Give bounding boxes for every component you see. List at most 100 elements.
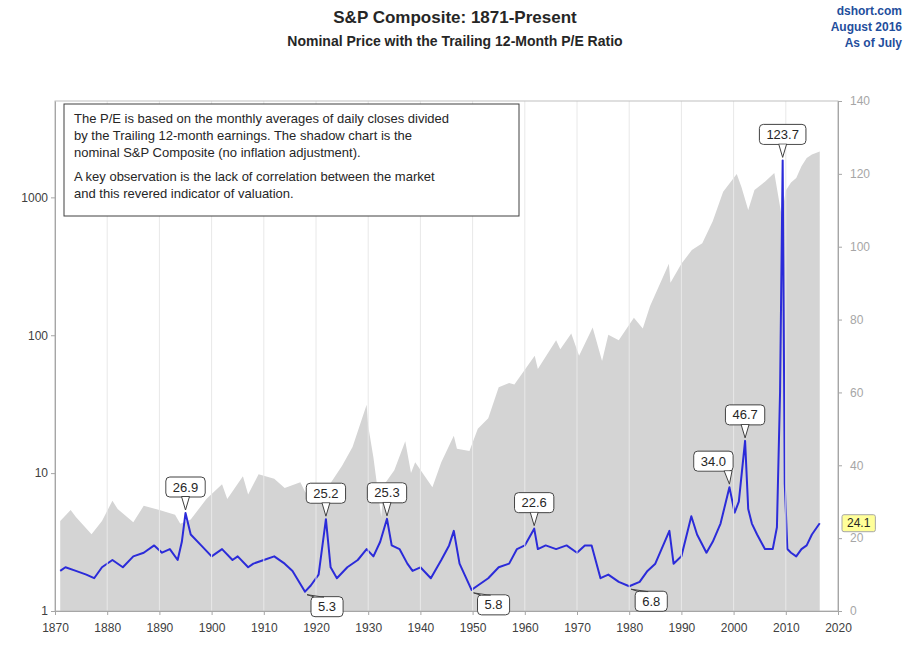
x-axis-tick-mark — [629, 611, 630, 615]
grid — [55, 101, 838, 611]
y-axis-tick: 10 — [35, 466, 55, 480]
annotation-label: 6.8 — [642, 594, 660, 609]
x-axis-tick-label: 2020 — [825, 621, 852, 635]
x-axis-tick-mark — [734, 611, 735, 615]
y2-axis-line — [838, 102, 839, 612]
x-axis-tick-label: 1950 — [460, 621, 487, 635]
x-axis-tick-label: 1980 — [616, 621, 643, 635]
grid-line — [629, 101, 630, 611]
x-axis-tick-mark — [525, 611, 526, 615]
y2-axis-tick-label: 0 — [850, 604, 857, 618]
x-axis: 1870188018901900191019201930194019501960… — [42, 611, 852, 635]
plot-frame — [55, 101, 838, 611]
y-axis-tick-mark — [51, 335, 55, 336]
source-text: As of July — [845, 36, 903, 50]
annotation-box-fill — [167, 478, 204, 496]
y-axis-tick: 1000 — [21, 191, 55, 205]
x-axis-tick-mark — [212, 611, 213, 615]
x-axis-tick: 1980 — [616, 611, 643, 635]
annotation-label: 26.9 — [173, 480, 198, 495]
y-axis-tick: 100 — [28, 329, 55, 343]
y-axis-tick-mark — [51, 197, 55, 198]
last-value-label: 24.1 — [847, 516, 871, 530]
annotation-pointer — [307, 595, 324, 598]
note-text: nominal S&P Composite (no inflation adju… — [74, 145, 361, 160]
x-axis-tick-label: 1880 — [94, 621, 121, 635]
annotation-box — [694, 451, 733, 471]
chart-svg: 1870188018901900191019201930194019501960… — [0, 0, 911, 662]
pe-line — [60, 160, 820, 591]
annotation-box — [166, 477, 205, 497]
annotation-pointer — [182, 497, 190, 511]
annotation-pointer — [779, 144, 787, 158]
annotation-box-fill — [368, 484, 405, 502]
y2-axis-tick: 40 — [838, 459, 864, 473]
annotation-box — [367, 483, 406, 503]
annotation-box — [311, 597, 343, 617]
annotation-box-fill — [516, 494, 553, 512]
x-axis-tick-label: 1920 — [303, 621, 330, 635]
x-axis-tick-mark — [473, 611, 474, 615]
chart-container: 1870188018901900191019201930194019501960… — [0, 0, 911, 662]
y2-axis-tick-label: 140 — [850, 94, 870, 108]
title: S&P Composite: 1871-Present — [333, 8, 577, 27]
y-axis-tick-label: 10 — [35, 466, 49, 480]
grid-line — [733, 101, 734, 611]
annotation-box — [306, 483, 345, 503]
note: The P/E is based on the monthly averages… — [64, 104, 519, 216]
y2-axis-tick-mark — [838, 247, 842, 248]
y-axis-tick-label: 100 — [28, 329, 48, 343]
y-axis-tick-mark — [51, 611, 55, 612]
annotation-pointer — [322, 503, 330, 517]
y2-axis-tick-mark — [838, 538, 842, 539]
x-axis-tick-label: 1910 — [251, 621, 278, 635]
annotation: 25.2 — [306, 483, 345, 516]
x-axis-tick: 2020 — [825, 611, 852, 635]
annotation-label: 34.0 — [701, 454, 726, 469]
x-axis-tick: 1940 — [408, 611, 435, 635]
x-axis-tick: 2010 — [773, 611, 800, 635]
y2-axis-tick-mark — [838, 392, 842, 393]
x-axis-tick-label: 1890 — [147, 621, 174, 635]
x-axis-tick-label: 1990 — [669, 621, 696, 635]
y2-axis-tick: 60 — [838, 386, 864, 400]
annotation-box-fill — [726, 406, 763, 424]
annotation: 6.8 — [631, 589, 667, 611]
x-axis-tick-mark — [159, 611, 160, 615]
last-value: 24.1 — [842, 515, 875, 532]
y-axis-line — [55, 102, 56, 612]
y-axis: 1101001000 — [21, 102, 55, 619]
y2-axis-tick-label: 120 — [850, 167, 870, 181]
annotation-box-fill — [636, 592, 666, 610]
last-value-box — [842, 515, 875, 532]
annotation-box — [515, 493, 554, 513]
x-axis-tick-mark — [264, 611, 265, 615]
annotation-box-fill — [760, 125, 805, 143]
background — [0, 0, 911, 662]
annotation-box-fill — [479, 596, 509, 614]
source-text: dshort.com — [837, 4, 902, 18]
annotation-box-fill — [695, 452, 732, 470]
y2-axis-tick-label: 20 — [850, 531, 864, 545]
annotation-label: 123.7 — [766, 127, 799, 142]
y2-axis-tick: 20 — [838, 531, 864, 545]
annotation-pointer — [741, 424, 749, 438]
note-box — [64, 104, 519, 216]
annotation-box-fill — [307, 484, 344, 502]
annotation-label: 5.3 — [318, 599, 336, 614]
y2-axis: 020406080100120140 — [838, 94, 870, 618]
y2-axis-tick-mark — [838, 611, 842, 612]
annotation-pointer — [530, 512, 538, 526]
x-axis-tick-label: 1960 — [512, 621, 539, 635]
x-axis-tick-label: 1900 — [199, 621, 226, 635]
x-axis-tick-label: 2000 — [721, 621, 748, 635]
y2-axis-tick-mark — [838, 174, 842, 175]
annotation-box — [478, 595, 510, 615]
annotation: 26.9 — [166, 477, 205, 510]
annotation-box — [725, 405, 764, 425]
annotation-box — [635, 591, 667, 611]
note-text: by the Trailing 12-month earnings. The s… — [74, 128, 412, 143]
annotation-pointer — [474, 593, 491, 596]
annotation-pointer — [724, 471, 732, 485]
annotation-box — [759, 124, 806, 144]
